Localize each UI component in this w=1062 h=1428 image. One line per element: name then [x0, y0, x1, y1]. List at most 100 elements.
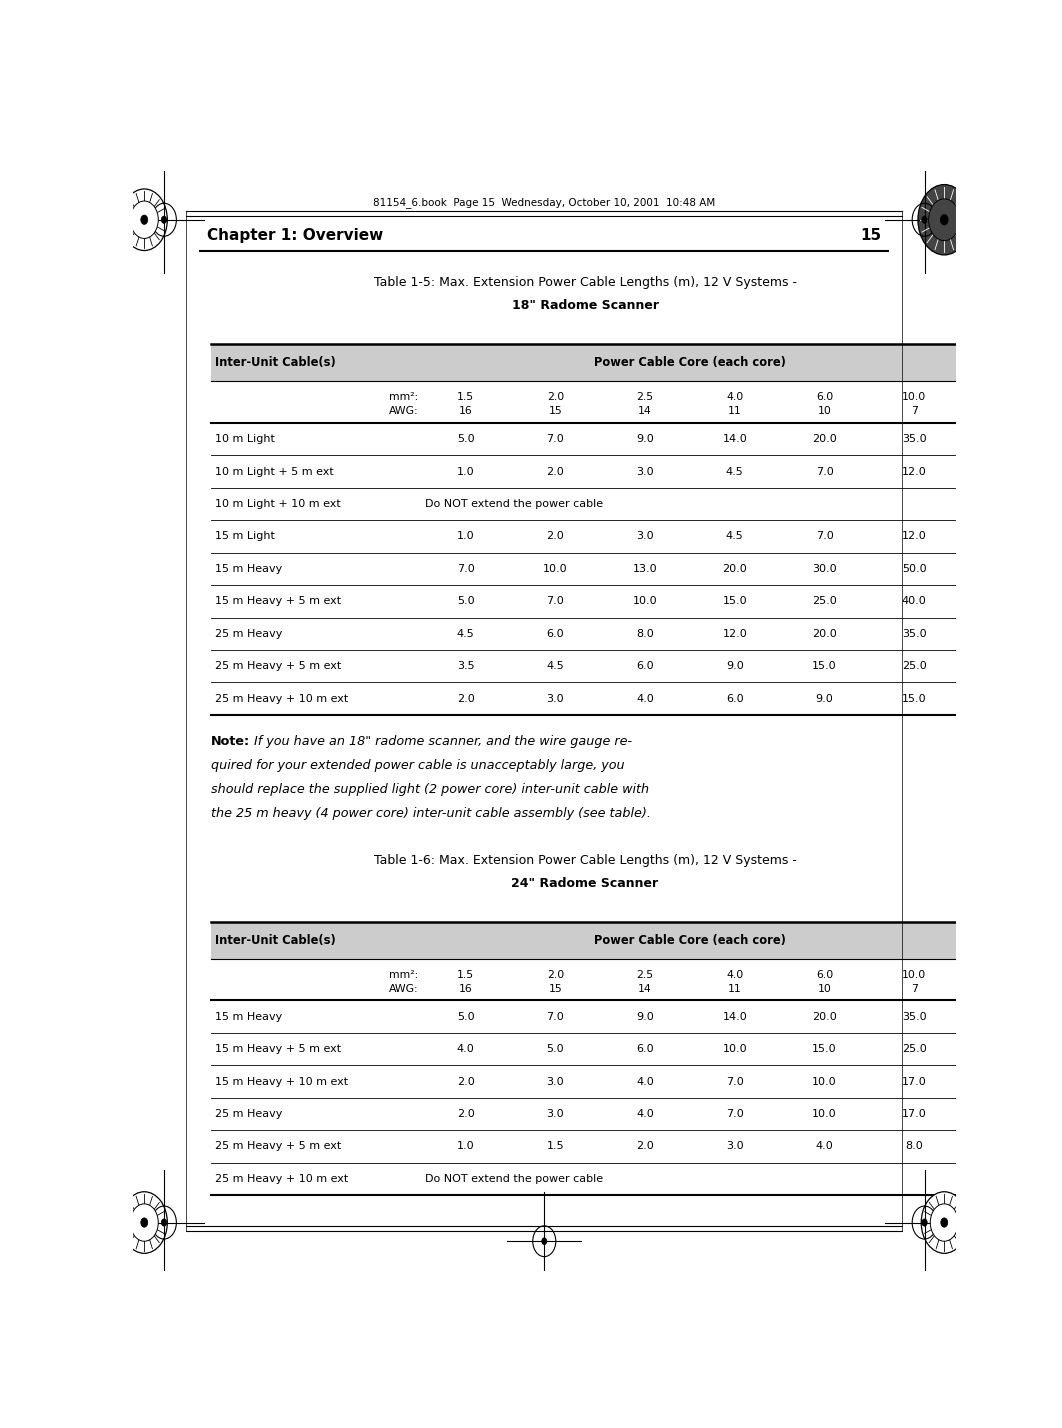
Text: 1.0: 1.0 — [457, 531, 475, 541]
Text: should replace the supplied light (2 power core) inter-unit cable with: should replace the supplied light (2 pow… — [211, 783, 649, 795]
Text: 7: 7 — [911, 984, 918, 994]
Circle shape — [121, 188, 168, 250]
Text: 10.0: 10.0 — [812, 1077, 837, 1087]
Text: 4.0: 4.0 — [636, 1077, 654, 1087]
Circle shape — [161, 216, 167, 223]
Text: 9.0: 9.0 — [726, 661, 743, 671]
Text: 7: 7 — [911, 406, 918, 416]
Text: 10: 10 — [818, 984, 832, 994]
Text: 15 m Heavy: 15 m Heavy — [215, 1011, 282, 1021]
Text: 6.0: 6.0 — [636, 661, 654, 671]
Text: 9.0: 9.0 — [816, 694, 834, 704]
Text: 3.5: 3.5 — [457, 661, 475, 671]
Text: 1.5: 1.5 — [457, 391, 475, 401]
Text: Power Cable Core (each core): Power Cable Core (each core) — [594, 934, 786, 947]
Text: 17.0: 17.0 — [902, 1077, 927, 1087]
Text: 3.0: 3.0 — [547, 1077, 564, 1087]
Text: 14.0: 14.0 — [722, 1011, 748, 1021]
Text: 20.0: 20.0 — [812, 1011, 837, 1021]
Circle shape — [131, 201, 158, 238]
Text: 35.0: 35.0 — [902, 434, 926, 444]
Text: 10.0: 10.0 — [902, 391, 926, 401]
Text: 25 m Heavy + 10 m ext: 25 m Heavy + 10 m ext — [215, 1174, 348, 1184]
Text: 5.0: 5.0 — [457, 597, 475, 607]
Text: 16: 16 — [459, 984, 473, 994]
Text: 11: 11 — [727, 406, 741, 416]
Circle shape — [141, 216, 148, 224]
Text: 2.0: 2.0 — [547, 467, 564, 477]
Bar — [211, 921, 959, 960]
Text: 7.0: 7.0 — [726, 1110, 743, 1120]
Text: 25.0: 25.0 — [812, 597, 837, 607]
Text: 25 m Heavy + 5 m ext: 25 m Heavy + 5 m ext — [215, 1141, 341, 1151]
Text: 12.0: 12.0 — [722, 628, 748, 638]
Text: 3.0: 3.0 — [547, 694, 564, 704]
Text: 24" Radome Scanner: 24" Radome Scanner — [512, 877, 658, 890]
Text: 20.0: 20.0 — [722, 564, 748, 574]
Circle shape — [930, 1204, 958, 1241]
Text: Note:: Note: — [211, 734, 250, 748]
Text: 12.0: 12.0 — [902, 467, 927, 477]
Text: 4.0: 4.0 — [636, 1110, 654, 1120]
Text: 10.0: 10.0 — [812, 1110, 837, 1120]
Text: 50.0: 50.0 — [902, 564, 926, 574]
Circle shape — [918, 184, 971, 256]
Text: 11: 11 — [727, 984, 741, 994]
Text: 5.0: 5.0 — [457, 434, 475, 444]
Text: 3.0: 3.0 — [547, 1110, 564, 1120]
Text: 20.0: 20.0 — [812, 628, 837, 638]
Text: 15.0: 15.0 — [902, 694, 926, 704]
Text: 10 m Light + 5 m ext: 10 m Light + 5 m ext — [215, 467, 333, 477]
Text: 81154_6.book  Page 15  Wednesday, October 10, 2001  10:48 AM: 81154_6.book Page 15 Wednesday, October … — [373, 197, 716, 208]
Text: 2.0: 2.0 — [547, 391, 564, 401]
Text: 14: 14 — [638, 406, 652, 416]
Text: 6.0: 6.0 — [816, 391, 834, 401]
Text: 2.0: 2.0 — [636, 1141, 654, 1151]
Circle shape — [928, 198, 960, 241]
Text: 15 m Heavy + 5 m ext: 15 m Heavy + 5 m ext — [215, 1044, 341, 1054]
Text: 7.0: 7.0 — [547, 434, 564, 444]
Text: If you have an 18" radome scanner, and the wire gauge re-: If you have an 18" radome scanner, and t… — [254, 734, 632, 748]
Text: 25.0: 25.0 — [902, 1044, 927, 1054]
Text: 25.0: 25.0 — [902, 661, 927, 671]
Circle shape — [161, 1220, 167, 1227]
Text: 3.0: 3.0 — [726, 1141, 743, 1151]
Text: 9.0: 9.0 — [636, 434, 654, 444]
Text: 4.0: 4.0 — [816, 1141, 834, 1151]
Text: 4.0: 4.0 — [726, 391, 743, 401]
Text: 25 m Heavy + 10 m ext: 25 m Heavy + 10 m ext — [215, 694, 348, 704]
Bar — [211, 344, 959, 381]
Text: 2.0: 2.0 — [547, 970, 564, 980]
Text: 15: 15 — [548, 406, 562, 416]
Circle shape — [941, 1218, 947, 1227]
Text: 1.5: 1.5 — [457, 970, 475, 980]
Text: 7.0: 7.0 — [726, 1077, 743, 1087]
Text: 10.0: 10.0 — [633, 597, 657, 607]
Text: 7.0: 7.0 — [816, 467, 834, 477]
Text: Chapter 1: Overview: Chapter 1: Overview — [207, 228, 383, 243]
Text: 6.0: 6.0 — [726, 694, 743, 704]
Text: Table 1-6: Max. Extension Power Cable Lengths (m), 12 V Systems -: Table 1-6: Max. Extension Power Cable Le… — [374, 854, 796, 867]
Circle shape — [921, 1192, 967, 1254]
Circle shape — [940, 214, 948, 226]
Text: Power Cable Core (each core): Power Cable Core (each core) — [594, 356, 786, 370]
Text: 30.0: 30.0 — [812, 564, 837, 574]
Text: 2.0: 2.0 — [457, 1077, 475, 1087]
Text: 20.0: 20.0 — [812, 434, 837, 444]
Text: the 25 m heavy (4 power core) inter-unit cable assembly (see table).: the 25 m heavy (4 power core) inter-unit… — [211, 807, 651, 820]
Text: 17.0: 17.0 — [902, 1110, 927, 1120]
Text: 10: 10 — [818, 406, 832, 416]
Text: 9.0: 9.0 — [636, 1011, 654, 1021]
Text: mm²:: mm²: — [389, 391, 418, 401]
Text: AWG:: AWG: — [389, 984, 418, 994]
Text: 15: 15 — [548, 984, 562, 994]
Text: 5.0: 5.0 — [457, 1011, 475, 1021]
Text: 14: 14 — [638, 984, 652, 994]
Text: Inter-Unit Cable(s): Inter-Unit Cable(s) — [215, 356, 336, 370]
Text: 1.0: 1.0 — [457, 467, 475, 477]
Text: 7.0: 7.0 — [547, 597, 564, 607]
Text: 18" Radome Scanner: 18" Radome Scanner — [512, 298, 658, 313]
Text: 15 m Heavy + 5 m ext: 15 m Heavy + 5 m ext — [215, 597, 341, 607]
Text: 2.0: 2.0 — [457, 694, 475, 704]
Text: 4.5: 4.5 — [547, 661, 564, 671]
